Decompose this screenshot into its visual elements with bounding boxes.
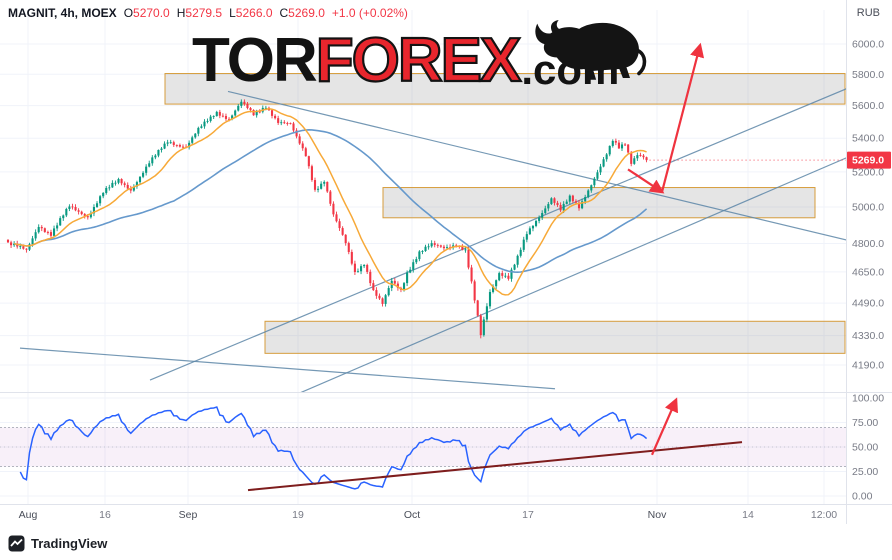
svg-text:4330.0: 4330.0 xyxy=(852,330,884,342)
rsi-pane xyxy=(0,397,846,492)
svg-text:4490.0: 4490.0 xyxy=(852,298,884,310)
high-label: H xyxy=(176,6,186,20)
svg-text:12:00: 12:00 xyxy=(811,509,837,521)
rsi-trendline[interactable] xyxy=(247,441,743,492)
svg-text:6000.0: 6000.0 xyxy=(852,39,884,51)
rsi-arrow[interactable] xyxy=(650,397,678,456)
svg-text:5200.0: 5200.0 xyxy=(852,166,884,178)
currency-label: RUB xyxy=(856,7,880,19)
svg-text:Nov: Nov xyxy=(648,509,667,521)
tradingview-icon[interactable] xyxy=(8,535,25,552)
forecast-arrow[interactable] xyxy=(627,168,665,194)
forecast-arrows xyxy=(627,42,705,194)
trendline[interactable] xyxy=(258,138,892,411)
symbol-name[interactable]: MAGNIT, 4h, MOEX xyxy=(8,6,117,20)
svg-text:4650.0: 4650.0 xyxy=(852,266,884,278)
svg-text:17: 17 xyxy=(522,509,534,521)
close-label: C xyxy=(279,6,289,20)
svg-text:25.00: 25.00 xyxy=(852,466,878,478)
trendline[interactable] xyxy=(149,70,892,381)
grid-layer xyxy=(0,10,846,504)
low-label: L xyxy=(229,6,236,20)
svg-text:16: 16 xyxy=(99,509,111,521)
svg-text:5000.0: 5000.0 xyxy=(852,201,884,213)
trendlines-layer xyxy=(19,70,892,411)
price-axis[interactable]: 6000.0 5800.0 5600.0 5400.0 5200.0 5000.0 4800… xyxy=(847,39,891,503)
ma-fast-line xyxy=(13,107,647,296)
svg-text:4800.0: 4800.0 xyxy=(852,238,884,250)
high-value: 5279.5 xyxy=(185,6,223,20)
open-label: O xyxy=(123,6,134,20)
candles-layer xyxy=(6,99,648,339)
svg-text:19: 19 xyxy=(292,509,304,521)
svg-text:75.00: 75.00 xyxy=(852,417,878,429)
svg-text:Oct: Oct xyxy=(404,509,420,521)
open-value: 5270.0 xyxy=(133,6,170,20)
rectangle-zone[interactable] xyxy=(164,73,846,105)
trendline[interactable] xyxy=(227,90,892,251)
svg-text:5800.0: 5800.0 xyxy=(852,69,884,81)
symbol-info: MAGNIT, 4h, MOEX O5270.0 H5279.5 L5266.0 C52… xyxy=(8,6,408,20)
last-price-label xyxy=(847,151,891,169)
rsi-band xyxy=(0,427,846,467)
svg-text:4190.0: 4190.0 xyxy=(852,359,884,371)
svg-text:14: 14 xyxy=(742,509,754,521)
svg-text:Sep: Sep xyxy=(179,509,198,521)
svg-text:100.00: 100.00 xyxy=(852,393,884,405)
svg-text:5600.0: 5600.0 xyxy=(852,100,884,112)
trendline[interactable] xyxy=(19,347,556,390)
svg-text:5400.0: 5400.0 xyxy=(852,133,884,145)
svg-text:0.00: 0.00 xyxy=(852,491,873,503)
ma-slow-line xyxy=(13,128,648,274)
svg-text:5269.0: 5269.0 xyxy=(852,155,884,167)
footer: TradingView xyxy=(8,535,107,552)
svg-text:Aug: Aug xyxy=(19,509,38,521)
low-value: 5266.0 xyxy=(235,6,273,20)
tradingview-wordmark[interactable]: TradingView xyxy=(31,536,108,551)
time-axis[interactable]: Aug 16 Sep 19 Oct 17 Nov 14 12:00 xyxy=(19,509,838,521)
svg-text:50.00: 50.00 xyxy=(852,442,878,454)
close-value: 5269.0 xyxy=(288,6,325,20)
forecast-arrow[interactable] xyxy=(660,42,705,193)
change-value: +1.0 (+0.02%) xyxy=(331,6,408,20)
rectangle-zone[interactable] xyxy=(264,320,846,354)
